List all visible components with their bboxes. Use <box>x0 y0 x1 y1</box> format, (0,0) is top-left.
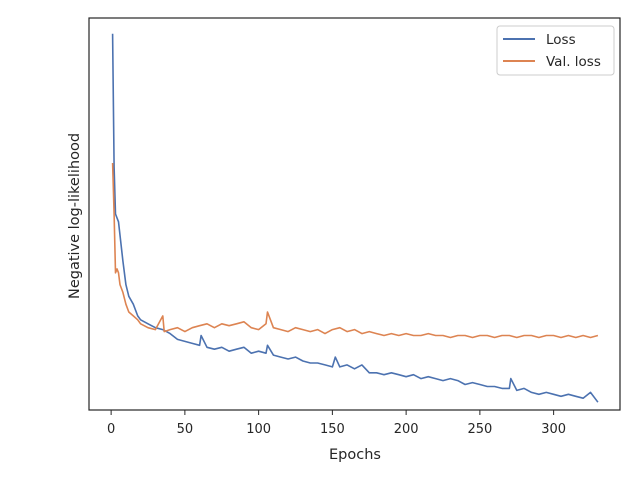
x-tick-label: 50 <box>177 422 194 437</box>
legend-label-loss: Loss <box>546 32 576 48</box>
legend: Loss Val. loss <box>496 25 615 76</box>
x-tick-label: 300 <box>541 422 566 437</box>
y-axis-label: Negative log-likelihood <box>67 133 83 299</box>
x-tick-label: 0 <box>107 422 115 437</box>
legend-label-val-loss: Val. loss <box>546 54 601 70</box>
x-tick-label: 100 <box>246 422 271 437</box>
x-tick-label: 250 <box>467 422 492 437</box>
x-tick-label: 200 <box>394 422 419 437</box>
series-line-val-loss <box>111 162 599 339</box>
plot-area <box>111 33 599 403</box>
x-axis-label: Epochs <box>329 447 381 463</box>
x-axis: 0 50 100 150 200 250 300 <box>107 410 566 437</box>
series-line-loss <box>111 33 599 403</box>
x-tick-label: 150 <box>320 422 345 437</box>
plot-frame <box>88 17 621 411</box>
